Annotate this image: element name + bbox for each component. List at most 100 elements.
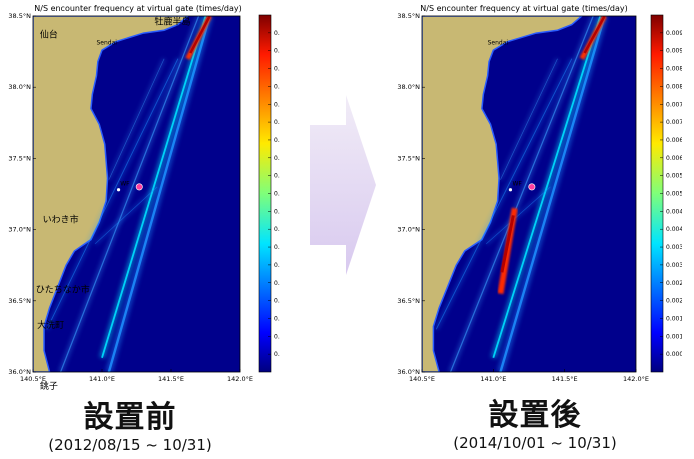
hotspot-core bbox=[583, 16, 606, 54]
caption-title: 設置前 bbox=[83, 400, 177, 435]
map-label-wf: WF bbox=[120, 180, 130, 187]
y-tick-label: 36.0°N bbox=[8, 368, 31, 376]
y-tick-label: 38.0°N bbox=[397, 83, 420, 91]
colorbar-tick-label: 0.0035 bbox=[666, 244, 682, 251]
x-tick-label: 140.5°E bbox=[409, 375, 435, 383]
route-line bbox=[60, 16, 200, 372]
colorbar-tick-label: 0.0045 bbox=[274, 208, 280, 215]
map-label-choshi-jp: 銚子 bbox=[40, 380, 58, 392]
route-line bbox=[108, 58, 165, 180]
caption-period: (2014/10/01 ~ 10/31) bbox=[453, 434, 617, 452]
map-label-oshika-jp: 牡鹿半島 bbox=[154, 16, 190, 28]
map-label-sendai-en: Sendai bbox=[488, 39, 509, 46]
map-area: Sendai WF bbox=[422, 16, 636, 372]
route-line bbox=[435, 58, 573, 330]
wind-farm-marker bbox=[135, 183, 143, 191]
y-tick-label: 38.5°N bbox=[8, 12, 31, 20]
chart-after-svg: N/S encounter frequency at virtual gate … bbox=[397, 4, 687, 383]
y-tick-label: 38.0°N bbox=[8, 83, 31, 91]
colorbar-tick-label: 0.0085 bbox=[274, 66, 280, 73]
colorbar-tick-label: 0.0035 bbox=[274, 244, 280, 251]
colorbar-tick-label: 0.0005 bbox=[274, 351, 280, 358]
route-line bbox=[449, 16, 594, 372]
colorbar-tick-label: 0.0025 bbox=[274, 280, 280, 287]
x-tick-label: 141.0°E bbox=[480, 375, 506, 383]
chart-before-svg: N/S encounter frequency at virtual gate … bbox=[8, 4, 295, 392]
y-tick-label: 37.5°N bbox=[8, 154, 31, 162]
y-tick-label: 37.5°N bbox=[397, 154, 420, 162]
hotspot-core bbox=[189, 16, 211, 54]
chart-after: N/S encounter frequency at virtual gate … bbox=[382, 0, 687, 400]
route-line bbox=[499, 16, 606, 372]
chart-title: N/S encounter frequency at virtual gate … bbox=[420, 4, 627, 13]
colorbar-tick-label: 0.0015 bbox=[666, 315, 682, 322]
route-line bbox=[492, 16, 602, 359]
colorbar-tick-label: 0.0085 bbox=[666, 66, 682, 73]
hotspot-core bbox=[500, 215, 515, 273]
colorbar-tick-label: 0.0075 bbox=[274, 101, 280, 108]
route-line bbox=[46, 58, 179, 330]
colorbar-tick-label: 0.0005 bbox=[666, 351, 682, 358]
colorbar-tick-label: 0.0015 bbox=[274, 315, 280, 322]
colorbar-tick-label: 0.0095 bbox=[666, 30, 682, 37]
colorbar-tick-label: 0.0065 bbox=[666, 137, 682, 144]
caption-before: 設置前 (2012/08/15 ~ 10/31) bbox=[30, 392, 230, 454]
map-label-sendai-jp: 仙台 bbox=[40, 28, 58, 40]
route-line bbox=[485, 186, 551, 245]
colorbar-tick-label: 0.0075 bbox=[666, 101, 682, 108]
colorbar-tick-label: 0.0045 bbox=[666, 208, 682, 215]
caption-after: 設置後 (2014/10/01 ~ 10/31) bbox=[430, 390, 640, 452]
route-line bbox=[94, 186, 158, 245]
colorbar-tick-label: 0.0055 bbox=[666, 173, 682, 180]
y-tick-label: 37.0°N bbox=[397, 226, 420, 234]
wind-farm-marker bbox=[508, 188, 513, 192]
x-tick-label: 142.0°E bbox=[227, 375, 253, 383]
map-label-hitachinaka-jp: ひたちなか市 bbox=[36, 283, 90, 295]
x-tick-label: 141.5°E bbox=[552, 375, 578, 383]
route-line bbox=[107, 16, 211, 372]
colorbar-tick-label: 0.0095 bbox=[274, 30, 280, 37]
route-line bbox=[500, 58, 558, 180]
y-tick-label: 36.0°N bbox=[397, 368, 420, 376]
map-label-iwaki-jp: いわき市 bbox=[43, 213, 79, 225]
wind-farm-marker bbox=[528, 183, 536, 191]
y-tick-label: 37.0°N bbox=[8, 226, 31, 234]
map-label-oarai-jp: 大洗町 bbox=[37, 319, 64, 331]
y-tick-label: 36.5°N bbox=[397, 297, 420, 305]
caption-period: (2012/08/15 ~ 10/31) bbox=[48, 436, 212, 454]
wind-farm-marker bbox=[116, 188, 121, 192]
axes: 140.5°E 141.0°E 141.5°E 142.0°E 36.0°N 36.5°N… bbox=[397, 12, 649, 383]
land-area bbox=[33, 16, 189, 372]
route-line bbox=[101, 16, 207, 359]
x-tick-label: 141.5°E bbox=[158, 375, 184, 383]
colorbar-tick-label: 0.0055 bbox=[274, 173, 280, 180]
chart-title: N/S encounter frequency at virtual gate … bbox=[34, 4, 241, 13]
axes: 140.5°E 141.0°E 141.5°E 142.0°E 36.0°N 36.5°N… bbox=[8, 12, 253, 383]
transition-arrow bbox=[310, 95, 376, 275]
chart-before: N/S encounter frequency at virtual gate … bbox=[0, 0, 295, 400]
colorbar-tick-label: 0.0025 bbox=[666, 280, 682, 287]
map-label-sendai-en: Sendai bbox=[96, 39, 117, 46]
map-label-wf: WF bbox=[512, 180, 522, 187]
caption-title: 設置後 bbox=[488, 398, 582, 433]
